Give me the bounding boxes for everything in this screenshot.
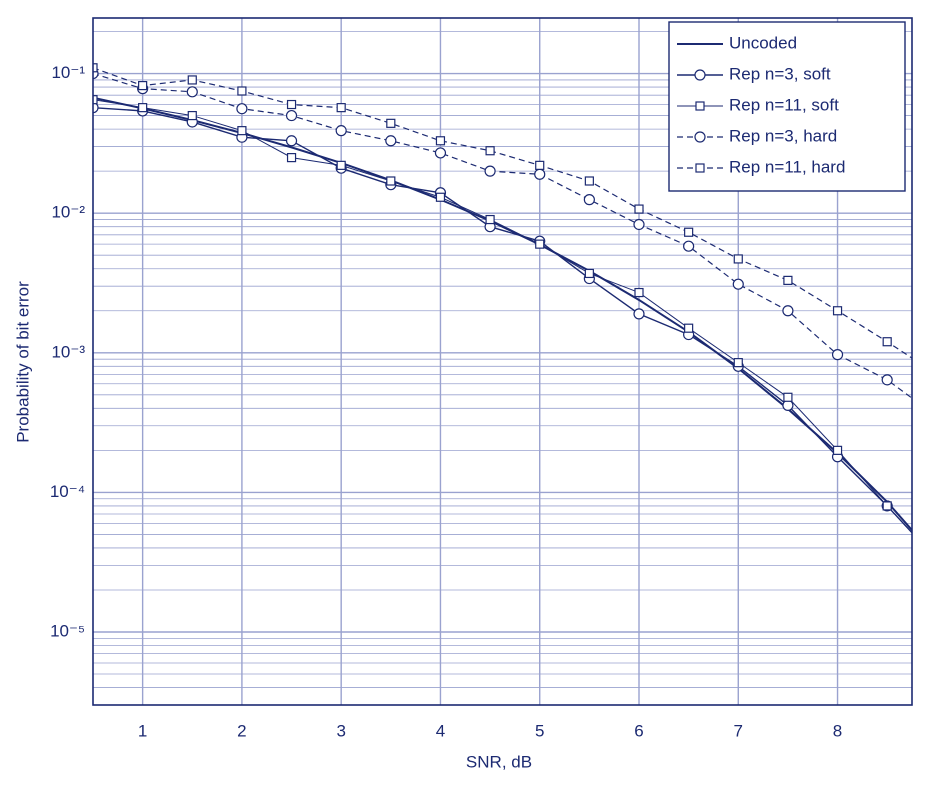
marker bbox=[694, 69, 706, 81]
x-tick-label: 8 bbox=[833, 721, 842, 740]
series-line bbox=[93, 99, 912, 534]
marker bbox=[882, 501, 892, 511]
marker bbox=[583, 194, 595, 206]
marker bbox=[683, 240, 695, 252]
marker bbox=[93, 95, 98, 105]
marker bbox=[285, 135, 298, 147]
marker bbox=[881, 374, 893, 386]
series-line bbox=[93, 96, 912, 532]
marker bbox=[435, 136, 446, 146]
legend-label: Rep n=11, soft bbox=[729, 95, 839, 114]
marker bbox=[584, 268, 594, 279]
x-tick-label: 7 bbox=[734, 721, 743, 740]
legend-label: Rep n=3, hard bbox=[729, 126, 837, 145]
marker bbox=[733, 254, 743, 264]
marker bbox=[695, 163, 705, 173]
marker bbox=[535, 160, 545, 170]
marker bbox=[694, 131, 706, 143]
marker bbox=[831, 349, 844, 361]
plot-frame bbox=[92, 17, 913, 706]
marker bbox=[634, 287, 644, 298]
marker bbox=[783, 275, 793, 285]
marker bbox=[434, 147, 447, 159]
marker bbox=[485, 146, 495, 156]
marker bbox=[237, 86, 247, 96]
legend-label: Rep n=11, hard bbox=[729, 157, 845, 176]
marker bbox=[633, 218, 645, 231]
marker bbox=[286, 153, 297, 163]
marker bbox=[782, 305, 794, 317]
marker bbox=[138, 80, 148, 91]
plot-area bbox=[93, 63, 912, 534]
series-line bbox=[93, 67, 912, 359]
marker bbox=[286, 99, 297, 110]
marker bbox=[832, 306, 843, 316]
y-axis-label: Probability of bit error bbox=[13, 281, 32, 443]
y-tick-label: 10⁻³ bbox=[51, 342, 85, 361]
marker bbox=[336, 103, 346, 113]
marker bbox=[93, 102, 99, 114]
legend-label: Uncoded bbox=[729, 33, 797, 52]
marker bbox=[882, 337, 892, 347]
marker bbox=[335, 125, 347, 137]
x-tick-label: 4 bbox=[436, 721, 445, 740]
marker bbox=[236, 103, 248, 115]
legend-label: Rep n=3, soft bbox=[729, 64, 831, 83]
y-tick-label: 10⁻¹ bbox=[51, 63, 85, 82]
marker bbox=[237, 126, 247, 136]
marker bbox=[386, 118, 396, 128]
y-tick-label: 10⁻² bbox=[51, 203, 85, 222]
x-tick-label: 3 bbox=[336, 721, 345, 740]
x-tick-label: 5 bbox=[535, 721, 544, 740]
y-tick-label: 10⁻⁴ bbox=[50, 482, 85, 501]
marker bbox=[832, 445, 843, 455]
marker bbox=[584, 176, 594, 186]
marker bbox=[385, 135, 397, 147]
y-tick-label: 10⁻⁵ bbox=[50, 621, 85, 640]
marker bbox=[186, 86, 198, 98]
marker bbox=[187, 75, 197, 85]
marker bbox=[386, 176, 396, 186]
marker bbox=[485, 214, 495, 225]
x-tick-label: 2 bbox=[237, 721, 246, 740]
marker bbox=[535, 239, 545, 249]
marker bbox=[93, 63, 98, 73]
series-line bbox=[93, 72, 912, 399]
marker bbox=[783, 392, 793, 402]
marker bbox=[484, 165, 496, 177]
marker bbox=[138, 103, 148, 113]
x-axis-label: SNR, dB bbox=[466, 752, 532, 771]
marker bbox=[187, 110, 197, 121]
marker bbox=[633, 308, 645, 320]
marker bbox=[684, 323, 694, 333]
marker bbox=[684, 227, 694, 237]
marker bbox=[695, 101, 705, 111]
marker bbox=[732, 278, 744, 290]
marker bbox=[634, 204, 644, 214]
series-line bbox=[93, 106, 912, 534]
marker bbox=[534, 168, 546, 180]
x-tick-label: 1 bbox=[138, 721, 147, 740]
marker bbox=[435, 192, 446, 202]
marker bbox=[336, 160, 346, 170]
x-tick-label: 6 bbox=[634, 721, 643, 740]
marker bbox=[285, 109, 298, 122]
marker bbox=[733, 358, 743, 368]
